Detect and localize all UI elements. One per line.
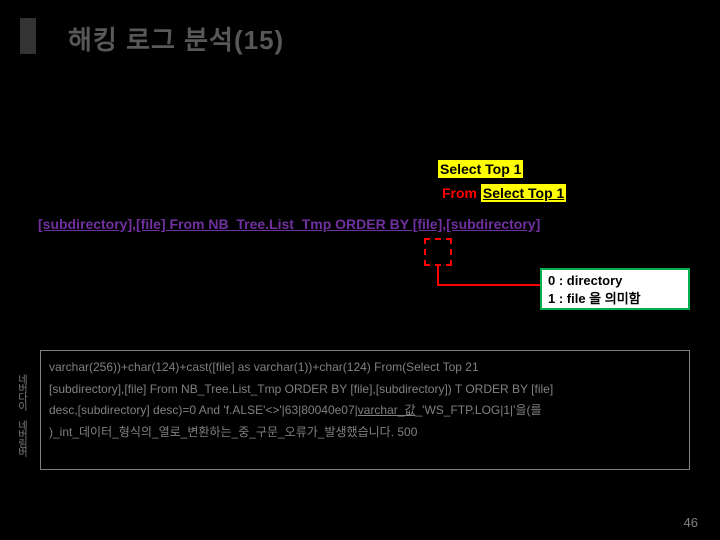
connector-line-h	[437, 284, 540, 286]
purple-query-line: [subdirectory],[file] From NB_Tree.List_…	[38, 216, 540, 232]
code-line-3c: _'WS_FTP.LOG|1|'을(를	[416, 403, 542, 417]
title-decoration	[20, 18, 36, 54]
code-line-3: desc,[subdirectory] desc)=0 And 'f.ALSE'…	[49, 400, 681, 422]
page-number: 46	[684, 515, 698, 530]
connector-line-v	[437, 266, 439, 284]
side-label: 네버다이 네버림버	[14, 355, 28, 475]
code-line-4: )_int_데이터_형식의_열로_변환하는_중_구문_오류가_발생했습니다. 5…	[49, 422, 681, 444]
from-select-line: From Select Top 1	[442, 185, 566, 201]
legend-box: 0 : directory 1 : file 을 의미함	[540, 268, 690, 310]
highlight-select-top-1: Select Top 1	[438, 160, 523, 178]
legend-line-1: 0 : directory	[548, 272, 682, 290]
code-block: varchar(256))+char(124)+cast([file] as v…	[40, 350, 690, 470]
dashed-highlight-box	[424, 238, 452, 266]
page-title: 해킹 로그 분석(15)	[68, 20, 284, 57]
code-line-2: [subdirectory],[file] From NB_Tree.List_…	[49, 379, 681, 401]
legend-line-2: 1 : file 을 의미함	[548, 290, 682, 308]
code-line-3b: varchar_값	[358, 403, 416, 417]
code-line-3a: desc,[subdirectory] desc)=0 And 'f.ALSE'…	[49, 403, 358, 417]
highlight-select-top-2: Select Top 1	[481, 184, 566, 202]
from-keyword: From	[442, 185, 481, 201]
code-line-1: varchar(256))+char(124)+cast([file] as v…	[49, 357, 681, 379]
